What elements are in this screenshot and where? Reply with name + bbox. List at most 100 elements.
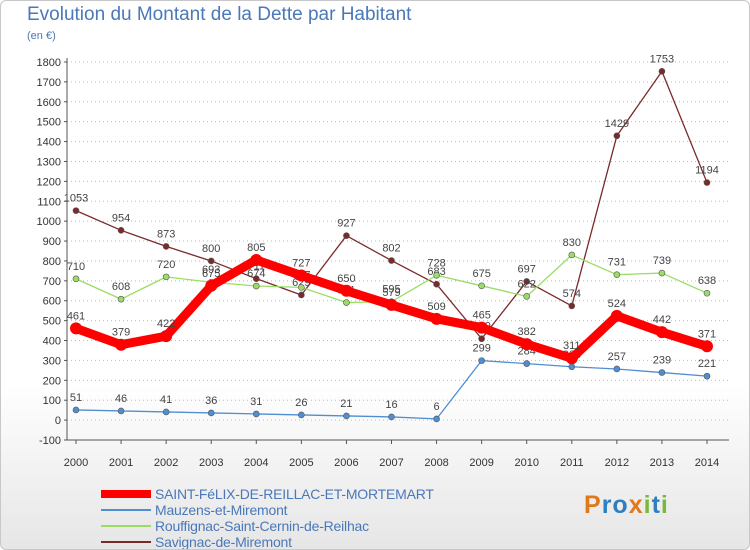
y-tick-label: 800 (43, 256, 61, 268)
data-label: 579 (382, 287, 400, 299)
data-label: 36 (205, 395, 217, 407)
data-label: 26 (295, 397, 307, 409)
data-point (523, 360, 531, 367)
data-point (252, 282, 260, 290)
data-point (388, 413, 395, 421)
x-tick-labels: 2000 2001 2002 2003 2004 2005 2006 2007 2008 2009… (64, 440, 719, 469)
data-label: 465 (472, 310, 490, 322)
data-label: 311 (563, 340, 581, 352)
legend-swatch (101, 490, 151, 498)
data-point (298, 291, 305, 299)
data-point (658, 68, 666, 75)
data-point (433, 415, 440, 423)
series-3: 1053954873800711629927802683409697574142… (64, 53, 719, 343)
data-point (658, 269, 666, 277)
data-label: 509 (427, 301, 445, 313)
data-label: 954 (112, 212, 130, 224)
data-label: 622 (518, 278, 536, 290)
data-label: 731 (608, 257, 626, 269)
y-tick-label: 1100 (37, 196, 61, 208)
data-label: 379 (112, 327, 130, 339)
y-tick-label: 1600 (37, 97, 61, 109)
data-label: 461 (67, 310, 85, 322)
data-point (655, 326, 668, 339)
data-label: 1194 (695, 165, 719, 177)
data-label: 830 (563, 237, 581, 249)
data-label: 697 (518, 263, 536, 275)
data-label: 221 (698, 358, 716, 370)
legend-label: Rouffignac-Saint-Cernin-de-Reilhac (155, 518, 369, 534)
data-label: 727 (292, 257, 310, 269)
x-tick-label: 2011 (560, 457, 584, 469)
data-point (207, 409, 215, 417)
data-point (701, 340, 713, 353)
data-point (568, 363, 576, 371)
data-label: 442 (653, 314, 671, 326)
y-tick-label: 600 (43, 296, 61, 308)
data-label: 608 (112, 281, 130, 293)
data-label: 46 (115, 393, 127, 405)
data-point (478, 282, 485, 290)
data-label: 693 (202, 264, 220, 276)
data-label: 524 (608, 298, 626, 310)
data-point (295, 269, 308, 282)
y-tick-label: 1700 (37, 77, 61, 89)
data-label: 257 (608, 351, 626, 363)
x-tick-label: 2003 (199, 457, 223, 469)
data-point (162, 273, 170, 281)
data-point (162, 243, 170, 250)
data-point (613, 365, 621, 373)
data-label: 371 (698, 328, 716, 340)
x-tick-label: 2006 (334, 457, 358, 469)
data-point (162, 408, 170, 416)
data-label: 675 (472, 268, 490, 280)
data-point (340, 284, 353, 297)
legend-swatch (101, 525, 151, 527)
data-label: 6 (434, 401, 440, 413)
data-label: 31 (250, 396, 262, 408)
data-label: 1753 (650, 53, 674, 65)
data-point (610, 309, 623, 322)
data-label: 675 (202, 268, 220, 280)
data-label: 299 (472, 343, 490, 355)
x-tick-label: 2013 (650, 457, 674, 469)
x-tick-label: 2014 (695, 457, 719, 469)
data-label: 595 (382, 284, 400, 296)
data-label: 873 (157, 228, 175, 240)
y-tick-label: 1000 (37, 216, 61, 228)
x-tick-label: 2010 (514, 457, 538, 469)
x-tick-label: 2001 (109, 457, 133, 469)
x-tick-label: 2007 (379, 457, 403, 469)
y-tick-label: 100 (43, 395, 61, 407)
data-point (117, 407, 125, 415)
x-tick-label: 2005 (289, 457, 313, 469)
data-point (433, 271, 440, 279)
data-point (298, 411, 305, 419)
data-label: 21 (340, 398, 352, 410)
data-point (523, 278, 531, 285)
data-point (613, 132, 621, 140)
data-label: 800 (202, 243, 220, 255)
series-1: 51464136312621166299284268257239221 (70, 343, 716, 423)
y-tick-label: 200 (43, 375, 61, 387)
y-tick-label: 0 (55, 415, 61, 427)
y-tick-label: 700 (43, 276, 61, 288)
data-point (207, 257, 215, 265)
data-label: 674 (247, 268, 265, 280)
data-label: 739 (653, 255, 671, 267)
data-point (160, 330, 173, 343)
y-tick-label: 1500 (37, 117, 61, 129)
y-tick-label: 1300 (37, 156, 61, 168)
y-tick-label: 1200 (37, 176, 61, 188)
data-point (117, 295, 125, 303)
proxiti-logo: Proxiti (584, 491, 669, 519)
chart-unit-label: (en €) (27, 30, 56, 42)
data-label: 51 (70, 392, 82, 404)
data-point (478, 335, 485, 343)
data-point (72, 406, 80, 414)
data-point (658, 369, 666, 376)
y-tick-label: -100 (39, 435, 61, 447)
data-point (703, 179, 711, 186)
